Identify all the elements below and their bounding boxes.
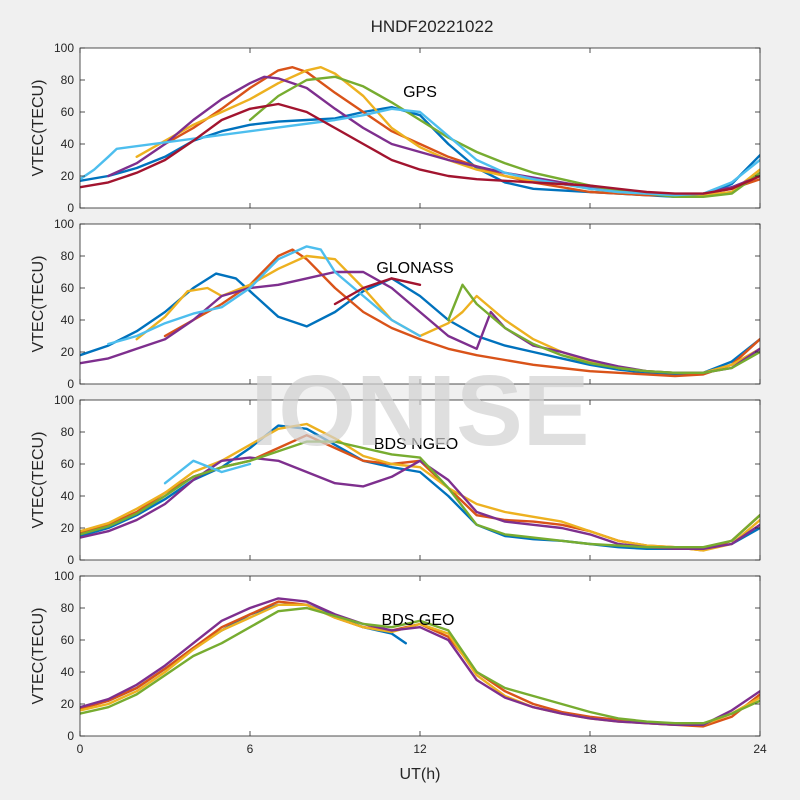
y-tick-label: 40 [61, 313, 75, 327]
x-tick-label: 24 [753, 742, 767, 756]
series-line-4 [248, 75, 760, 199]
panel-label: BDS NGEO [374, 436, 458, 453]
x-tick-label: 18 [583, 742, 597, 756]
y-tick-label: 100 [54, 393, 74, 407]
y-tick-label: 60 [61, 281, 75, 295]
y-tick-label: 40 [61, 137, 75, 151]
series-group [80, 245, 760, 378]
y-axis-label: VTEC(TECU) [30, 432, 47, 529]
y-axis-label: VTEC(TECU) [30, 608, 47, 705]
panel-label: GLONASS [376, 260, 453, 277]
y-tick-label: 20 [61, 521, 75, 535]
y-tick-label: 80 [61, 249, 75, 263]
y-tick-label: 60 [61, 105, 75, 119]
y-tick-label: 20 [61, 169, 75, 183]
x-axis-label: UT(h) [400, 766, 441, 783]
y-axis-label: VTEC(TECU) [30, 80, 47, 177]
series-group [80, 422, 760, 552]
y-tick-label: 60 [61, 457, 75, 471]
y-tick-label: 100 [54, 217, 74, 231]
series-line-4 [447, 283, 760, 374]
series-line-6 [80, 102, 760, 195]
figure-title: HNDF20221022 [371, 17, 494, 36]
x-tick-label: 0 [77, 742, 84, 756]
y-tick-label: 0 [67, 201, 74, 215]
series-line-3 [80, 597, 760, 726]
x-tick-label: 6 [247, 742, 254, 756]
y-tick-label: 20 [61, 697, 75, 711]
series-line-1 [163, 248, 760, 378]
series-line-0 [80, 272, 760, 376]
panel-label: BDS GEO [382, 612, 455, 629]
watermark: IONISE [251, 355, 590, 467]
y-tick-label: 100 [54, 41, 74, 55]
y-tick-label: 80 [61, 425, 75, 439]
y-tick-label: 80 [61, 601, 75, 615]
series-group [80, 65, 760, 199]
plot-area [80, 224, 760, 384]
y-tick-label: 40 [61, 489, 75, 503]
panel-label: GPS [403, 84, 437, 101]
series-line-2 [80, 422, 760, 552]
series-line-5 [80, 107, 760, 197]
y-axis-label: VTEC(TECU) [30, 256, 47, 353]
y-tick-label: 20 [61, 345, 75, 359]
panel-glonass: 0 20 40 60 80 100 GLONASS VTEC(TECU) [30, 217, 761, 391]
plot-area [80, 48, 760, 208]
panel-bds-geo: 0 20 40 60 80 100 0 6 12 18 24 BDS GEO VTEC(TECU) [30, 569, 767, 756]
y-tick-label: 80 [61, 73, 75, 87]
y-tick-label: 0 [67, 377, 74, 391]
y-tick-label: 40 [61, 665, 75, 679]
y-tick-label: 100 [54, 569, 74, 583]
y-tick-label: 0 [67, 729, 74, 743]
series-line-6 [333, 277, 422, 306]
panel-gps: 0 20 40 60 80 100 GPS VTEC(TECU) [30, 41, 761, 215]
panel-bds-ngeo: 0 20 40 60 80 100 BDS NGEO VTEC(TECU) [30, 393, 761, 567]
series-line-4 [80, 606, 760, 725]
series-line-4 [80, 440, 760, 549]
x-tick-label: 12 [413, 742, 427, 756]
series-group [80, 597, 760, 728]
y-tick-label: 60 [61, 633, 75, 647]
series-line-5 [107, 245, 422, 346]
series-line-5 [163, 459, 252, 485]
y-tick-label: 0 [67, 553, 74, 567]
